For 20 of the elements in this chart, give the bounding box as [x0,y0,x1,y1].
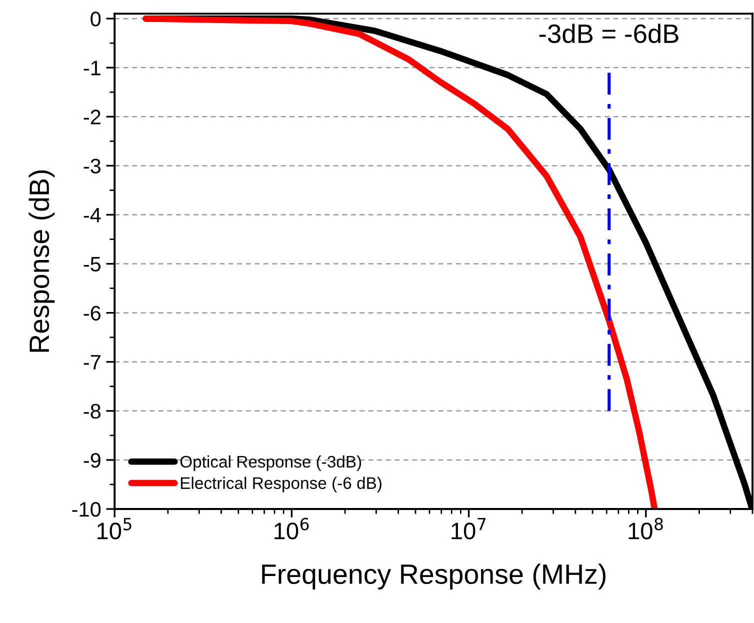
y-tick-label: -6 [84,306,100,321]
legend-label: Electrical Response (-6 dB) [180,476,382,492]
annotation: -3dB = -6dB [539,24,678,44]
y-tick-label: -1 [84,60,100,76]
y-tick-label: -9 [84,452,100,468]
y-tick-label: -4 [84,208,101,222]
y-tick-label: -5 [84,257,101,272]
y-tick-label: -8 [84,404,101,419]
y-tick-label: 0 [90,12,101,26]
x-tick-label: 10$^{5}$ [98,518,132,540]
y-tick-label: -7 [84,355,100,370]
x-axis-title: Frequency Response (MHz) [262,564,606,590]
y-tick-label: -10 [72,502,101,517]
x-tick-label: 10$^{8}$ [628,518,663,540]
y-tick-label: -2 [84,110,100,124]
y-tick-label: -3 [84,158,100,174]
y-axis-title: Response (dB) [28,170,55,352]
x-tick-label: 10$^{6}$ [274,518,309,540]
x-tick-label: 10$^{7}$ [452,518,486,540]
legend-label: Optical Response (-3dB) [180,455,362,471]
